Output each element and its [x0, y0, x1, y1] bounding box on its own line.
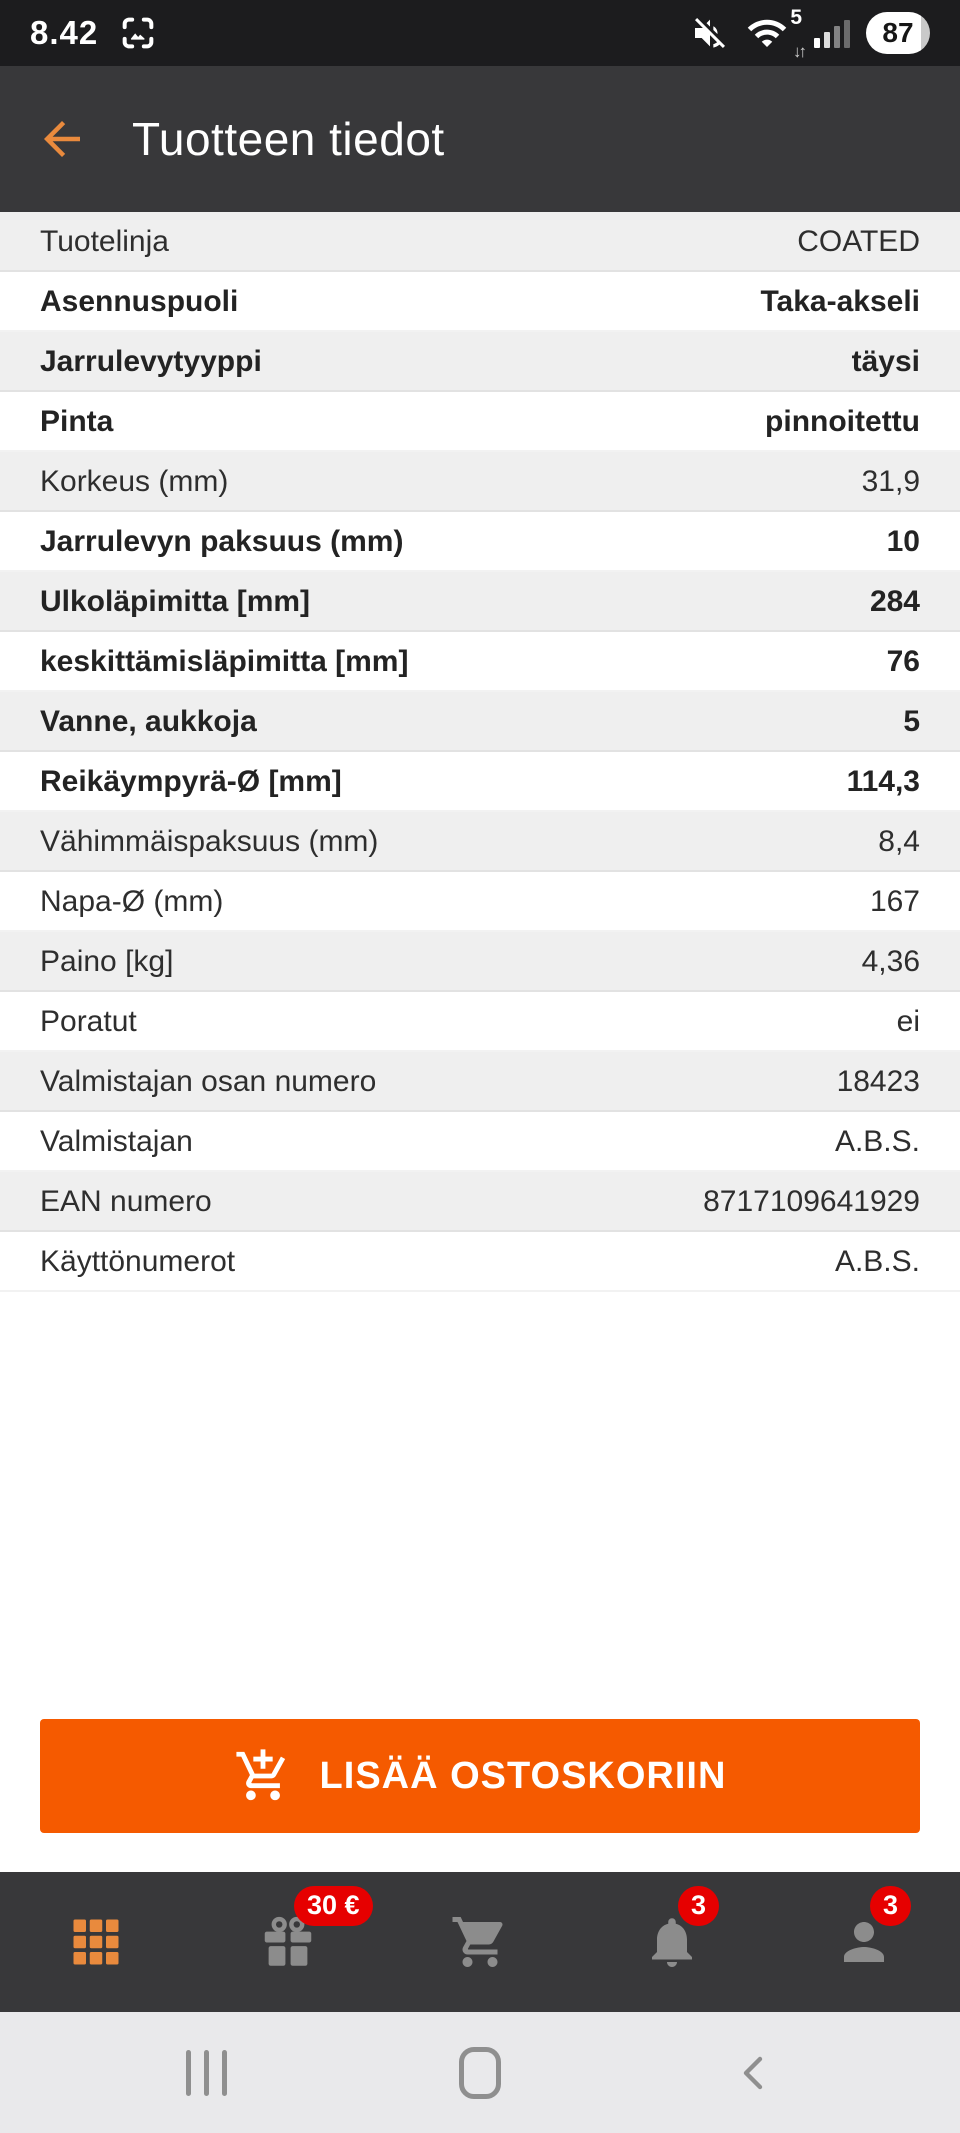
spec-row: Asennuspuoli Taka-akseli	[0, 272, 960, 332]
account-badge: 3	[870, 1886, 912, 1926]
spec-value: 31,9	[861, 465, 920, 498]
spec-label: Reikäympyrä-Ø [mm]	[40, 765, 342, 798]
spec-value: COATED	[797, 225, 920, 258]
arrow-left-icon	[44, 121, 80, 157]
nav-item-cart[interactable]	[384, 1872, 576, 2012]
spec-label: Vanne, aukkoja	[40, 705, 257, 738]
signal-bars-icon	[814, 18, 850, 48]
spec-row: Tuotelinja COATED	[0, 212, 960, 272]
spec-value: A.B.S.	[834, 1125, 920, 1158]
bottom-nav: 30 € 3 3	[0, 1872, 960, 2012]
add-to-cart-label: LISÄÄ OSTOSKORIIN	[319, 1754, 727, 1797]
spec-label: keskittämisläpimitta [mm]	[40, 645, 409, 678]
wifi-network-type-label: 5	[790, 6, 802, 29]
spec-label: Jarrulevytyyppi	[40, 345, 262, 378]
add-to-cart-icon	[235, 1749, 285, 1801]
bell-icon	[652, 1918, 692, 1967]
home-button[interactable]	[454, 2045, 506, 2101]
system-back-button[interactable]	[728, 2045, 780, 2101]
status-bar-left: 8.42	[30, 13, 158, 53]
spec-label: Napa-Ø (mm)	[40, 885, 224, 918]
recents-icon	[185, 2049, 191, 2096]
spec-value: 167	[869, 885, 920, 918]
spec-label: Poratut	[40, 1005, 137, 1038]
cart-icon	[452, 1917, 503, 1967]
status-bar-right: 5 ↓↑ 87	[690, 6, 930, 61]
offers-badge: 30 €	[294, 1886, 373, 1926]
spec-row: Jarrulevyn paksuus (mm) 10	[0, 512, 960, 572]
spec-row: Paino [kg] 4,36	[0, 932, 960, 992]
spec-row: EAN numero 8717109641929	[0, 1172, 960, 1232]
spec-value: 8717109641929	[703, 1185, 920, 1218]
spec-label: Korkeus (mm)	[40, 465, 229, 498]
spec-row: Napa-Ø (mm) 167	[0, 872, 960, 932]
content-whitespace	[0, 1292, 960, 1719]
wifi-traffic-arrows-icon: ↓↑	[793, 42, 807, 61]
page-title: Tuotteen tiedot	[132, 113, 445, 165]
spec-row: keskittämisläpimitta [mm] 76	[0, 632, 960, 692]
spec-row: Valmistajan A.B.S.	[0, 1112, 960, 1172]
spec-value: täysi	[851, 345, 920, 378]
spec-row: Vanne, aukkoja 5	[0, 692, 960, 752]
home-icon	[459, 2046, 501, 2099]
battery-icon: 87	[866, 12, 930, 54]
spec-label: EAN numero	[40, 1185, 212, 1218]
spec-label: Valmistajan	[40, 1125, 193, 1158]
spec-value: 114,3	[846, 765, 920, 798]
grid-icon	[73, 1919, 119, 1965]
spec-value: 8,4	[878, 825, 920, 858]
spec-value: 10	[886, 525, 920, 558]
spec-row: Jarrulevytyyppi täysi	[0, 332, 960, 392]
back-button[interactable]	[34, 111, 90, 167]
add-to-cart-button[interactable]: LISÄÄ OSTOSKORIIN	[40, 1719, 920, 1833]
spec-row: Poratut ei	[0, 992, 960, 1052]
spec-value: 4,36	[861, 945, 920, 978]
spec-value: pinnoitettu	[765, 405, 920, 438]
spec-row: Vähimmäispaksuus (mm) 8,4	[0, 812, 960, 872]
nav-item-offers[interactable]: 30 €	[192, 1872, 384, 2012]
spec-label: Pinta	[40, 405, 114, 438]
spec-value: Taka-akseli	[760, 285, 920, 318]
gap-under-button	[0, 1833, 960, 1872]
spec-label: Ulkoläpimitta [mm]	[40, 585, 311, 618]
nav-item-notifications[interactable]: 3	[576, 1872, 768, 2012]
spec-value: 5	[903, 705, 920, 738]
spec-label: Jarrulevyn paksuus (mm)	[40, 525, 404, 558]
recents-button[interactable]	[180, 2045, 232, 2101]
app-header: Tuotteen tiedot	[0, 66, 960, 212]
spec-row: Ulkoläpimitta [mm] 284	[0, 572, 960, 632]
spec-label: Tuotelinja	[40, 225, 169, 258]
spec-label: Vähimmäispaksuus (mm)	[40, 825, 379, 858]
spec-value: 284	[869, 585, 920, 618]
spec-label: Paino [kg]	[40, 945, 174, 978]
notifications-badge: 3	[678, 1886, 720, 1926]
screenshot-icon	[118, 13, 158, 53]
volume-muted-icon	[690, 13, 730, 53]
nav-item-categories[interactable]	[0, 1872, 192, 2012]
spec-row: Reikäympyrä-Ø [mm] 114,3	[0, 752, 960, 812]
spec-row: Valmistajan osan numero 18423	[0, 1052, 960, 1112]
spec-label: Valmistajan osan numero	[40, 1065, 377, 1098]
wifi-icon: 5 ↓↑	[746, 6, 807, 61]
spec-value: ei	[896, 1005, 920, 1038]
back-icon	[743, 2056, 763, 2089]
nav-item-account[interactable]: 3	[768, 1872, 960, 2012]
gift-icon	[264, 1916, 312, 1966]
spec-row: Korkeus (mm) 31,9	[0, 452, 960, 512]
spec-row: Käyttönumerot A.B.S.	[0, 1232, 960, 1292]
person-icon	[844, 1922, 884, 1962]
spec-value: 76	[886, 645, 920, 678]
status-bar: 8.42 5 ↓↑ 87	[0, 0, 960, 66]
spec-label: Käyttönumerot	[40, 1245, 236, 1278]
spec-row: Pinta pinnoitettu	[0, 392, 960, 452]
system-nav	[0, 2012, 960, 2133]
spec-value: A.B.S.	[834, 1245, 920, 1278]
spec-table: Tuotelinja COATED Asennuspuoli Taka-akse…	[0, 212, 960, 1292]
clock: 8.42	[30, 14, 99, 51]
spec-label: Asennuspuoli	[40, 285, 239, 318]
spec-value: 18423	[836, 1065, 920, 1098]
